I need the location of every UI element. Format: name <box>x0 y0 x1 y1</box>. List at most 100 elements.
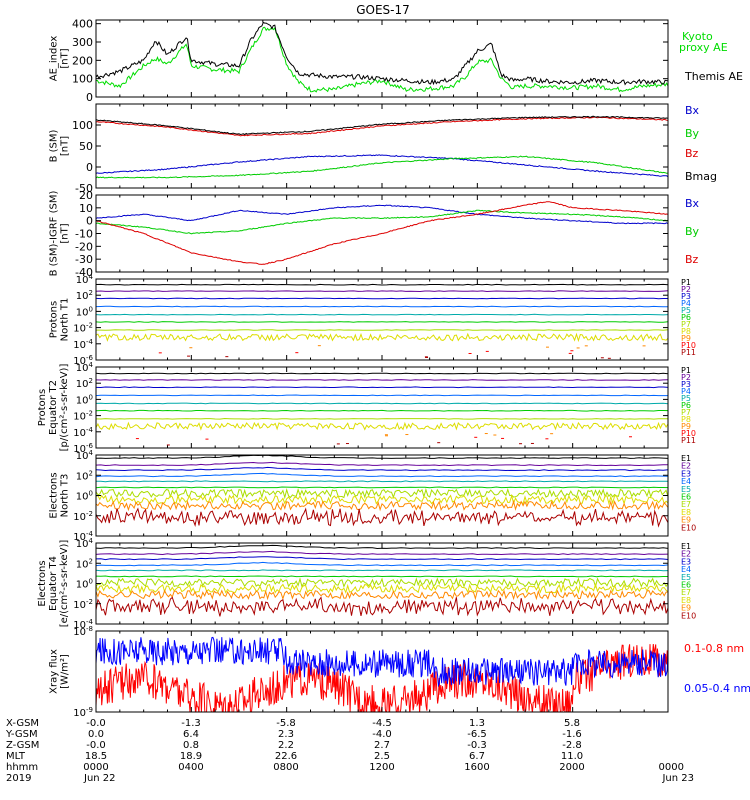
series-line-e2 <box>96 550 668 556</box>
y-tick-label: -10 <box>75 228 93 241</box>
y-tick-label: 10-9 <box>73 706 93 719</box>
panel-data <box>96 636 668 712</box>
orbit-row-label: Z-GSM <box>6 740 39 751</box>
y-axis-label: Equator T2 <box>48 380 59 435</box>
legend-entry: Bz <box>685 253 699 266</box>
legend-entry: E7 <box>681 588 691 597</box>
legend-entry: E9 <box>681 604 691 613</box>
orbit-cell: Jun 22 <box>83 773 116 784</box>
legend-entry: E8 <box>681 596 691 605</box>
legend-entry: P9 <box>681 422 691 431</box>
series-line-kyoto-proxy-ae <box>96 26 668 93</box>
y-tick-label: 104 <box>76 273 94 286</box>
y-tick-label: 104 <box>76 361 94 374</box>
series-line-e8 <box>96 493 668 506</box>
series-line-p8 <box>96 421 668 431</box>
series-line-p4 <box>96 394 668 397</box>
y-tick-label: 104 <box>76 449 94 462</box>
legend-entry: P1 <box>681 366 691 375</box>
legend-entry: E5 <box>681 573 691 582</box>
legend-entry: E9 <box>681 516 691 525</box>
orbit-cell: -4.0 <box>372 729 392 740</box>
orbit-cell: 0800 <box>273 762 298 773</box>
series-line-e5 <box>96 480 668 483</box>
panel-electrons-t3: 10-4 10-2 100 102 104 Electrons North T3 E1E2E3… <box>49 449 697 543</box>
orbit-cell: -2.8 <box>562 740 582 751</box>
legend-entry: E7 <box>681 500 691 509</box>
y-axis-label: Protons <box>37 389 48 426</box>
panel-data <box>96 283 668 359</box>
y-tick-label: -50 <box>75 182 93 195</box>
y-axis-label: North T3 <box>60 474 71 518</box>
y-axis-label: Xray flux <box>49 649 60 694</box>
series-line-p1 <box>96 372 668 375</box>
legend-entry: E2 <box>681 462 691 471</box>
series-line-p6 <box>96 409 668 412</box>
y-axis-label: AE_index <box>49 36 60 82</box>
series-line-e8 <box>96 582 668 595</box>
y-tick-label: 100 <box>72 119 93 132</box>
legend-entry: P10 <box>681 341 696 350</box>
legend-entry: 0.05-0.4 nm <box>684 682 750 695</box>
series-line-e9 <box>96 499 668 512</box>
series-line-by <box>96 155 668 179</box>
legend-entry: E10 <box>681 611 696 620</box>
legend-entry: P4 <box>681 387 691 396</box>
orbit-cell: -6.5 <box>467 729 487 740</box>
y-tick-label: 0 <box>86 215 93 228</box>
series-line-bx <box>96 154 668 178</box>
orbit-cell: 18.9 <box>180 751 202 762</box>
panel-protons-t2: 10-6 10-4 10-2 100 102 104 Protons Equator T2 [p… <box>37 361 696 455</box>
orbit-cell: 6.4 <box>183 729 199 740</box>
orbit-cell: 2000 <box>559 762 584 773</box>
legend-entry: P5 <box>681 394 691 403</box>
y-tick-label: 10-4 <box>73 426 93 439</box>
legend-entry: P4 <box>681 299 691 308</box>
y-tick-label: 10-4 <box>73 530 93 543</box>
orbit-row-label: 2019 <box>6 773 31 784</box>
legend-entry: P3 <box>681 380 691 389</box>
panel-b-sm: -50 0 50 100 B (SM) [nT] Bx By Bz Bmag <box>49 103 717 195</box>
orbit-cell: -4.5 <box>372 718 392 729</box>
y-tick-label: 102 <box>76 289 93 302</box>
legend-entry: E4 <box>681 477 691 486</box>
legend-entry: P8 <box>681 415 691 424</box>
y-tick-label: 100 <box>76 393 93 406</box>
legend: Bx By Bz <box>685 197 700 266</box>
series-line-p7 <box>96 329 668 331</box>
legend-entry: proxy AE <box>679 41 728 54</box>
panel-data <box>96 455 668 528</box>
legend-entry: E3 <box>681 469 691 478</box>
panel-frame <box>95 366 669 449</box>
y-axis-label: North T1 <box>60 298 71 342</box>
y-tick-label: 10-4 <box>73 338 93 351</box>
series-line-e6 <box>96 486 668 489</box>
legend-entry: By <box>685 225 700 238</box>
series-line-p1 <box>96 283 668 286</box>
legend-entry: E8 <box>681 508 691 517</box>
y-axis-label: [e/(cm²-s-sr-keV)] <box>59 540 70 628</box>
series-line-xray-1 <box>96 636 668 688</box>
y-tick-label: 0 <box>86 91 93 104</box>
series-line-e4 <box>96 472 668 478</box>
legend-entry: Bmag <box>685 170 717 183</box>
orbit-cell: 0.0 <box>88 729 104 740</box>
panel-xray-flux: 10-9 10-8 Xray flux [W/m²] 0.1-0.8 nm 0.05-0.… <box>49 625 750 719</box>
y-tick-label: 100 <box>76 305 93 318</box>
series-line-e2 <box>96 461 668 467</box>
orbit-cell: -0.0 <box>86 718 106 729</box>
y-axis-label: Electrons <box>37 560 48 606</box>
legend-entry: E10 <box>681 523 696 532</box>
y-axis-label: Electrons <box>49 472 60 518</box>
y-tick-label: 300 <box>72 36 93 49</box>
y-tick-label: 100 <box>76 490 93 503</box>
orbit-cell: 0000 <box>659 762 684 773</box>
series-line-bmag <box>96 115 668 136</box>
y-tick-label: 0 <box>86 161 93 174</box>
y-tick-label: 10-6 <box>73 354 93 367</box>
